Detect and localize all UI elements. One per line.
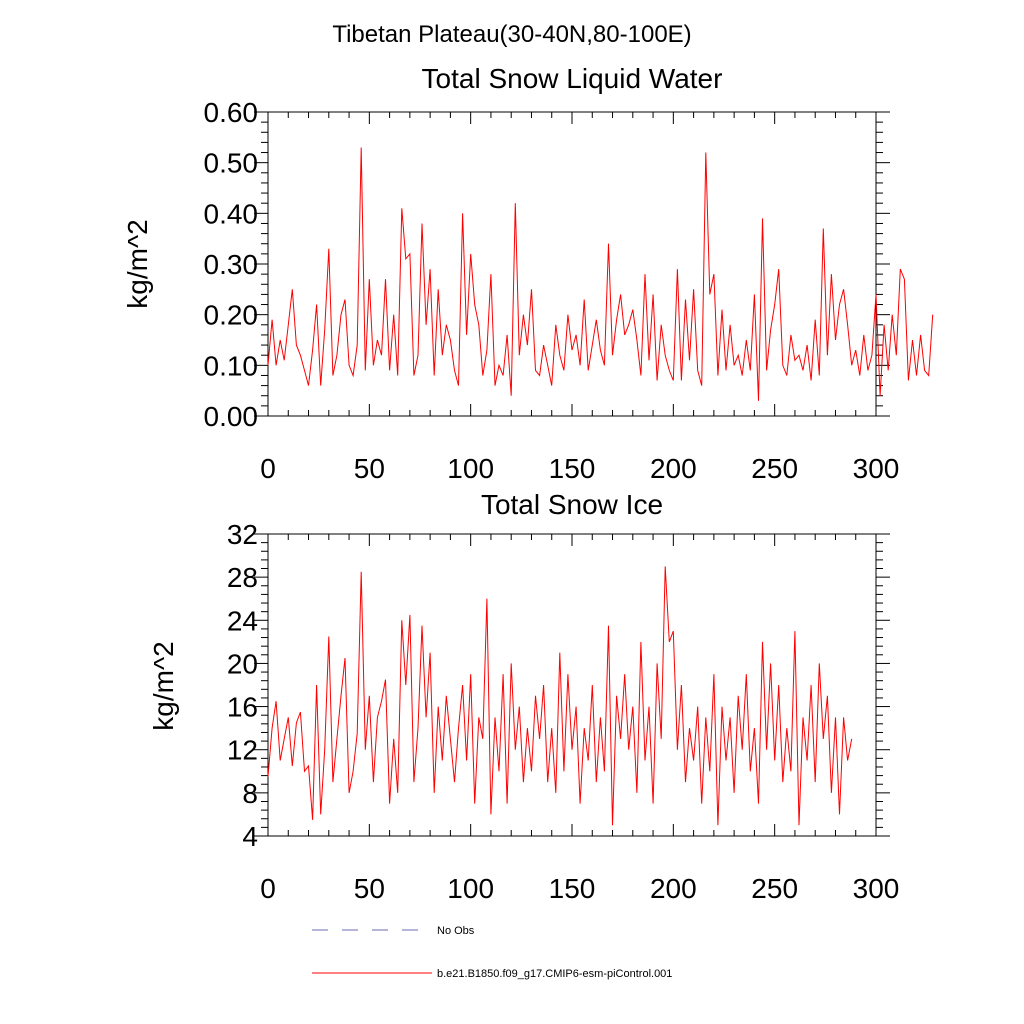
x-tick-label: 250: [751, 873, 798, 904]
x-tick-label: 0: [260, 873, 276, 904]
x-tick-labels: 0 50 100 150 200 250 300: [260, 873, 899, 904]
legend-entry-model: b.e21.B1850.f09_g17.CMIP6-esm-piControl.…: [312, 968, 672, 980]
x-tick-labels: 0 50 100 150 200 250 300: [260, 453, 899, 484]
y-tick-label: 24: [227, 605, 258, 636]
chart-title: Total Snow Liquid Water: [422, 63, 723, 94]
x-tick-label: 200: [650, 453, 697, 484]
y-axis-label: kg/m^2: [148, 641, 179, 730]
legend-label: b.e21.B1850.f09_g17.CMIP6-esm-piControl.…: [437, 968, 672, 980]
x-tick-label: 250: [751, 453, 798, 484]
y-tick-labels: 0.00 0.10 0.20 0.30 0.40 0.50 0.60: [204, 97, 259, 432]
y-tick-label: 0.10: [204, 350, 259, 381]
data-series: [267, 566, 853, 826]
x-tick-label: 50: [354, 453, 385, 484]
y-tick-labels: 4 8 12 16 20 24 28 32: [227, 519, 258, 852]
x-tick-label: 150: [549, 453, 596, 484]
x-tick-label: 300: [853, 453, 900, 484]
panel-snow-ice: Total Snow Ice kg/m^2 4 8 12 16 20 24 28 32 0 50…: [148, 489, 899, 904]
y-tick-label: 0.20: [204, 300, 259, 331]
panel-snow-liquid-water: Total Snow Liquid Water kg/m^2 0.000.100…: [122, 63, 934, 484]
x-tick-label: 0: [260, 453, 276, 484]
x-tick-label: 50: [354, 873, 385, 904]
legend-entry-no-obs: No Obs: [312, 925, 475, 937]
chart-title: Total Snow Ice: [481, 489, 663, 520]
y-tick-label: 0.50: [204, 148, 259, 179]
x-tick-label: 200: [650, 873, 697, 904]
y-tick-label: 16: [227, 692, 258, 723]
x-tick-label: 100: [447, 453, 494, 484]
y-tick-label: 20: [227, 648, 258, 679]
axis-ticks: [254, 533, 890, 837]
y-tick-label: 8: [242, 778, 258, 809]
series-line: [267, 147, 934, 401]
legend: No Obs b.e21.B1850.f09_g17.CMIP6-esm-piC…: [312, 925, 672, 980]
x-tick-label: 100: [447, 873, 494, 904]
axis-ticks: [254, 111, 890, 417]
y-axis-label: kg/m^2: [122, 219, 153, 308]
y-tick-label: 0.40: [204, 198, 259, 229]
y-tick-label: 4: [242, 821, 258, 852]
y-tick-label: 0.00: [204, 401, 259, 432]
data-series: [267, 147, 934, 401]
figure-suptitle: Tibetan Plateau(30-40N,80-100E): [332, 21, 691, 48]
y-tick-label: 0.30: [204, 249, 259, 280]
legend-label: No Obs: [437, 925, 475, 937]
series-line: [267, 566, 853, 826]
x-tick-label: 150: [549, 873, 596, 904]
y-tick-label: 28: [227, 562, 258, 593]
y-tick-label: 32: [227, 519, 258, 550]
y-tick-label: 0.60: [204, 97, 259, 128]
y-tick-label: 12: [227, 735, 258, 766]
x-tick-label: 300: [853, 873, 900, 904]
